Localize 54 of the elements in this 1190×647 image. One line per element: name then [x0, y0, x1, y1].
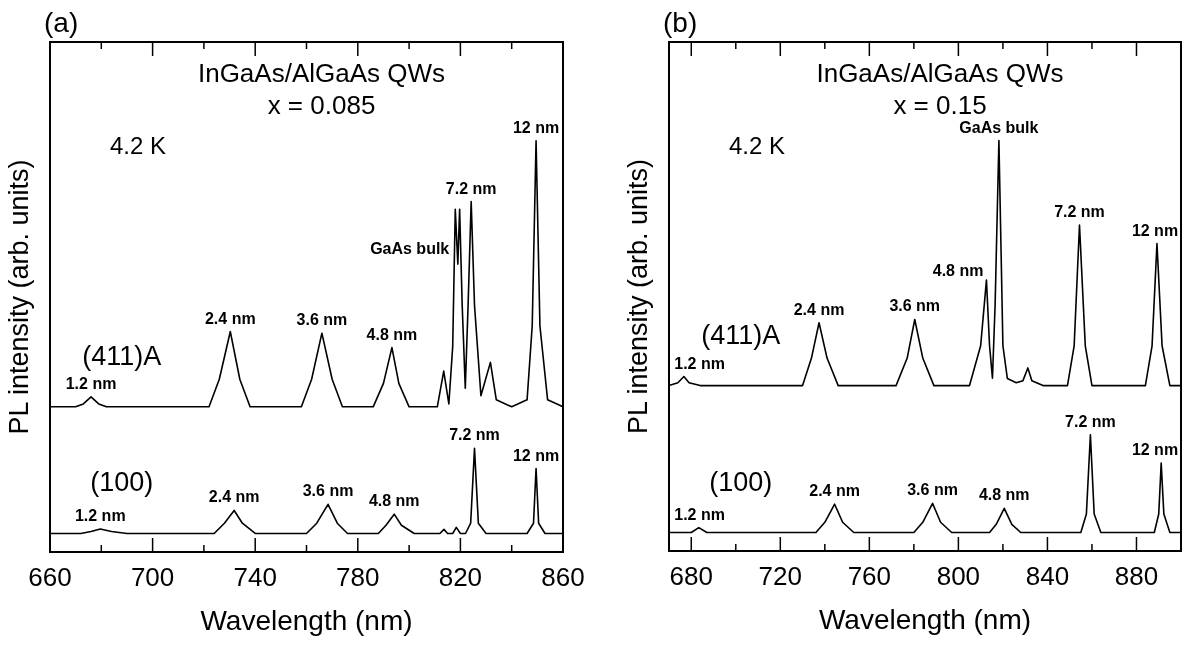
text: InGaAs/AlGaAs QWs	[197, 58, 446, 88]
x-tick-label: 680	[669, 561, 713, 591]
y-axis-title: PL intensity (arb. units)	[4, 159, 34, 435]
annotation: 1.2 nm	[74, 506, 126, 524]
annotation: 7.2 nm	[449, 426, 500, 444]
annotation: 7.2 nm	[445, 179, 497, 197]
annotation: 2.4 nm	[204, 309, 256, 327]
x-tick-label: 800	[936, 561, 981, 591]
annotation: 3.6 nm	[889, 297, 941, 315]
series-label: (411)A	[701, 319, 781, 350]
x-axis-title: Wavelength (nm)	[818, 604, 1032, 635]
x-tick-label: 860	[541, 562, 585, 592]
x-tick-label: 700	[130, 562, 175, 592]
x-tick-label: 760	[847, 561, 892, 591]
x-tick-label: 720	[758, 561, 802, 591]
annotation: 4.8 nm	[368, 492, 420, 510]
x-tick-label: 780	[336, 562, 380, 592]
x-tick-label: 880	[1114, 561, 1159, 591]
annotation: 3.6 nm	[907, 481, 958, 499]
annotation: 4.2 K	[729, 132, 786, 159]
x-tick-label: 820	[438, 562, 483, 592]
annotation: 7.2 nm	[1054, 203, 1105, 221]
annotation: 7.2 nm	[1065, 412, 1116, 430]
annotation: GaAs bulk	[959, 118, 1039, 136]
annotation: GaAs bulk	[370, 240, 450, 258]
annotation: 1.2 nm	[674, 354, 725, 372]
chart-title: (b)	[663, 7, 698, 38]
y-axis-title: PL intensity (arb. units)	[623, 158, 653, 435]
annotation: 1.2 nm	[65, 374, 117, 392]
x-tick-label: 740	[233, 562, 277, 592]
annotation: 12 nm	[512, 446, 560, 464]
text: x = 0.085	[267, 90, 376, 120]
chart-title: (a)	[44, 7, 79, 38]
series-label: (411)A	[82, 340, 162, 371]
annotation: 2.4 nm	[809, 482, 860, 500]
series-label: (100)	[90, 467, 154, 498]
x-axis-title: Wavelength (nm)	[200, 605, 413, 636]
annotation: 12 nm	[512, 118, 560, 136]
annotation: 12 nm	[1131, 441, 1179, 459]
annotation: 4.8 nm	[978, 486, 1030, 504]
annotation: 2.4 nm	[793, 300, 845, 318]
annotation: 12 nm	[1131, 221, 1179, 239]
annotation: 3.6 nm	[302, 482, 354, 500]
x-tick-label: 660	[28, 562, 72, 592]
series-label: (100)	[709, 466, 773, 497]
x-tick-label: 840	[1025, 561, 1070, 591]
annotation: 1.2 nm	[674, 505, 725, 523]
annotation: 3.6 nm	[296, 311, 348, 329]
text: InGaAs/AlGaAs QWs	[816, 58, 1064, 88]
annotation: 2.4 nm	[208, 488, 260, 506]
text: x = 0.15	[893, 90, 987, 120]
annotation: 4.2 K	[110, 132, 167, 159]
annotation: 4.8 nm	[932, 262, 984, 280]
annotation: 4.8 nm	[366, 325, 418, 343]
